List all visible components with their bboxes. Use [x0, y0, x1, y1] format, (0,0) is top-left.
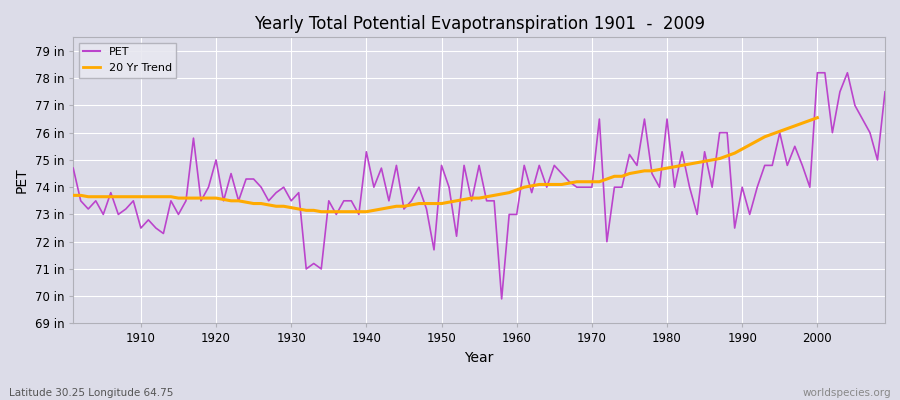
X-axis label: Year: Year	[464, 351, 494, 365]
Y-axis label: PET: PET	[15, 168, 29, 193]
Text: worldspecies.org: worldspecies.org	[803, 388, 891, 398]
Title: Yearly Total Potential Evapotranspiration 1901  -  2009: Yearly Total Potential Evapotranspiratio…	[254, 15, 705, 33]
Legend: PET, 20 Yr Trend: PET, 20 Yr Trend	[79, 43, 176, 78]
Text: Latitude 30.25 Longitude 64.75: Latitude 30.25 Longitude 64.75	[9, 388, 174, 398]
